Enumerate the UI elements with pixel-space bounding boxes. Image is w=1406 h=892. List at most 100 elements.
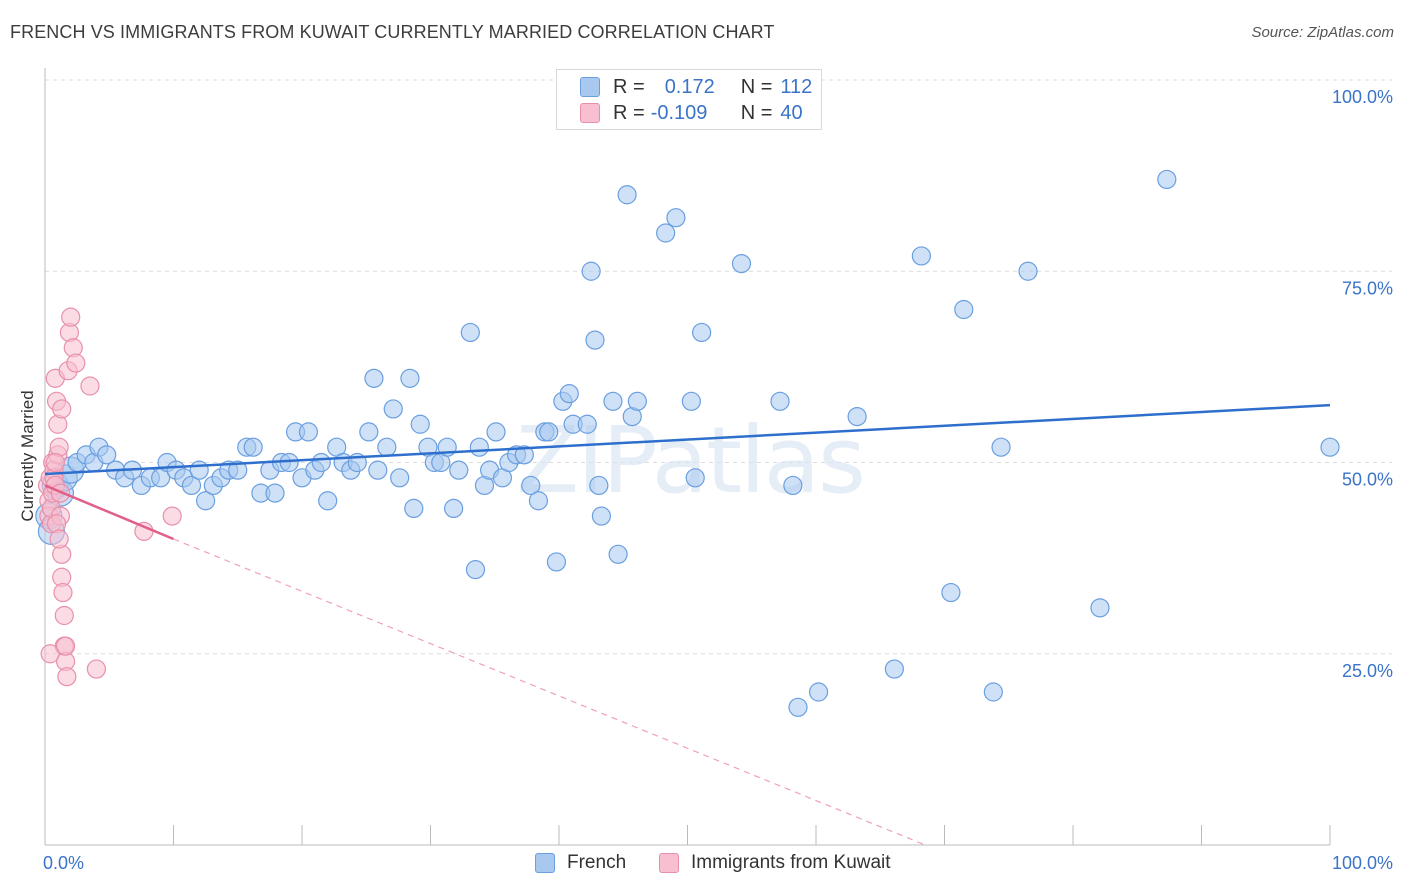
y-tick-labels: 25.0% 50.0% 75.0% 100.0% [1332, 87, 1393, 681]
point-french [298, 422, 319, 442]
gridlines [45, 79, 1392, 655]
point-french [577, 414, 597, 434]
point-french [847, 407, 867, 427]
point-french [770, 391, 790, 411]
point-french [196, 491, 216, 511]
point-kuwait [162, 506, 182, 526]
point-french [444, 498, 464, 518]
point-french [941, 582, 961, 603]
source-label: Source: ZipAtlas.com [1251, 24, 1394, 41]
legend-swatch-french [580, 77, 600, 97]
legend-swatch-kuwait [580, 103, 600, 123]
point-french [400, 368, 420, 388]
trend-lines [44, 403, 1331, 846]
legend-r-value: 0.172 [664, 75, 715, 98]
point-french [681, 391, 701, 411]
point-kuwait [53, 582, 73, 603]
point-kuwait [55, 636, 76, 656]
point-french [608, 544, 628, 564]
point-french [460, 322, 480, 343]
bottom-legend-label-french: French [567, 852, 627, 873]
bottom-legend-french: French [535, 852, 626, 874]
x-tick-labels: 0.0% 100.0% [43, 853, 1393, 873]
point-french [603, 391, 623, 411]
point-kuwait [49, 529, 69, 549]
point-french [181, 475, 202, 496]
point-french [311, 452, 331, 473]
point-french [449, 460, 469, 480]
series-kuwait [37, 307, 182, 687]
point-kuwait [40, 644, 60, 664]
legend-r-label: R = [613, 101, 645, 124]
point-kuwait [66, 353, 86, 373]
point-french [521, 475, 541, 496]
point-kuwait [52, 399, 72, 419]
legend-row-french: R = 0.172 N = 112 [580, 75, 813, 99]
point-french [983, 682, 1003, 702]
point-french [546, 552, 567, 572]
point-french [685, 468, 705, 488]
point-french [318, 491, 338, 511]
point-kuwait [54, 605, 74, 626]
point-french [404, 498, 424, 518]
point-french [788, 697, 808, 717]
x-tick-label: 100.0% [1332, 853, 1393, 873]
trend-line-kuwait [44, 484, 174, 541]
y-tick-label: 75.0% [1342, 278, 1393, 298]
point-french [731, 254, 752, 274]
point-french [1157, 169, 1177, 190]
legend-n-label: N = [740, 101, 773, 124]
bottom-legend-swatch-french [535, 853, 555, 873]
y-tick-label: 25.0% [1342, 661, 1393, 681]
point-french [265, 483, 285, 503]
point-kuwait [45, 452, 65, 473]
point-french [377, 437, 397, 457]
point-french [1018, 261, 1038, 281]
point-french [359, 422, 379, 442]
legend-n-value: 40 [780, 101, 803, 124]
series-french [35, 169, 1340, 717]
point-kuwait [57, 667, 77, 687]
point-french [991, 437, 1011, 457]
point-french [692, 322, 712, 343]
trend-line-french [44, 403, 1331, 476]
point-french [617, 185, 637, 205]
bottom-legend-kuwait: Immigrants from Kuwait [659, 852, 891, 874]
legend-n-value: 112 [780, 75, 813, 98]
point-french [585, 330, 605, 350]
point-french [581, 261, 601, 281]
x-tick-label: 0.0% [43, 853, 84, 873]
point-french [279, 452, 299, 473]
point-french [656, 223, 676, 243]
point-french [559, 384, 579, 404]
point-french [783, 475, 803, 496]
point-french [228, 460, 248, 480]
point-french [666, 208, 686, 228]
point-french [390, 468, 410, 488]
y-tick-label: 100.0% [1332, 87, 1393, 107]
point-french [954, 299, 974, 320]
point-french [589, 475, 609, 496]
axes [44, 68, 1331, 846]
point-french [97, 445, 117, 465]
point-french [627, 391, 647, 411]
point-french [1090, 598, 1110, 618]
point-french [364, 368, 384, 388]
point-french [514, 445, 534, 465]
legend-r-value: -0.109 [650, 101, 708, 124]
point-kuwait [86, 659, 107, 679]
point-french [368, 460, 388, 480]
point-french [1320, 437, 1340, 457]
y-tick-label: 50.0% [1342, 470, 1393, 490]
point-french [243, 437, 263, 457]
legend-row-kuwait: R = -0.109 N = 40 [580, 101, 803, 125]
point-french [884, 659, 904, 679]
point-french [539, 422, 559, 442]
bottom-legend-swatch-kuwait [659, 853, 679, 873]
bottom-legend: French Immigrants from Kuwait [0, 852, 1406, 878]
bottom-legend-label-kuwait: Immigrants from Kuwait [691, 852, 891, 873]
legend: R = 0.172 N = 112 R = -0.109 N = 40 [556, 69, 822, 130]
point-french [469, 437, 489, 457]
point-kuwait [80, 376, 100, 396]
